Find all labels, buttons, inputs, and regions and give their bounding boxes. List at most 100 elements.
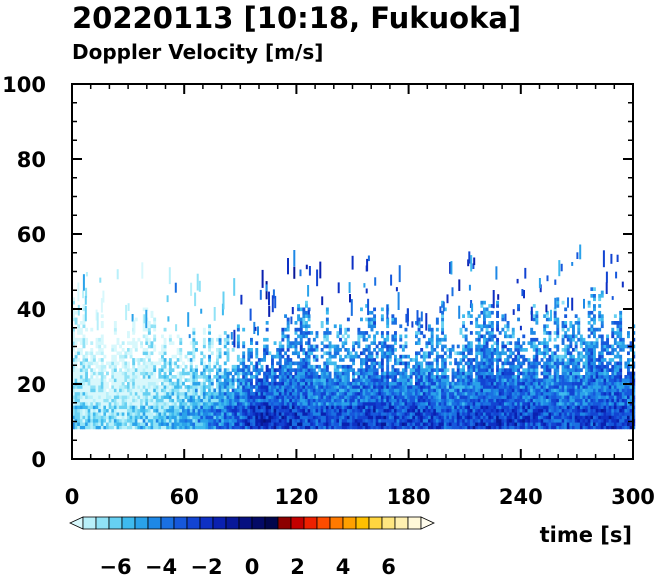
heatmap-cell [454,398,458,403]
heatmap-cell [375,388,379,393]
heatmap-cell [221,385,225,389]
heatmap-cell [85,337,89,342]
heatmap-cell [394,378,397,383]
heatmap-cell [200,425,204,430]
heatmap-cell [498,415,502,420]
heatmap-cell [137,408,141,413]
heatmap-cell [74,395,78,399]
heatmap-cell [85,341,89,345]
heatmap-cell [590,385,594,389]
heatmap-cell [375,418,379,423]
heatmap-cell [312,412,316,416]
heatmap-cell [195,348,198,352]
heatmap-cell [548,385,552,389]
heatmap-cell [451,408,455,413]
heatmap-cell [483,425,486,430]
heatmap-cell [161,391,164,396]
heatmap-cell [294,395,298,399]
heatmap-cell [218,408,222,413]
heatmap-cell [271,378,274,383]
heatmap-cell [273,422,277,426]
heatmap-cell [490,408,494,413]
heatmap-cell [155,402,159,406]
heatmap-cell [483,415,486,420]
heatmap-cell [548,405,552,410]
heatmap-cell [394,418,397,423]
heatmap-cell [545,358,549,362]
heatmap-cell [231,348,235,352]
heatmap-cell [263,398,267,403]
heatmap-cell [142,398,146,403]
heatmap-cell [553,405,557,410]
heatmap-cell [202,375,206,379]
heatmap-cell [456,412,460,416]
heatmap-cell [85,391,89,396]
heatmap-cell [496,378,500,383]
heatmap-cell [556,324,560,329]
heatmap-cell [72,408,75,413]
heatmap-cell [145,388,149,393]
heatmap-cell [496,310,500,315]
heatmap-cell [543,385,547,389]
heatmap-cell [587,408,591,413]
heatmap-cell [509,378,513,383]
heatmap-cell [603,368,607,372]
heatmap-cell [598,304,602,308]
heatmap-cell [161,422,164,426]
heatmap-cell [284,391,288,396]
heatmap-cell [127,381,130,386]
heatmap-cell [255,341,259,345]
heatmap-cell [341,418,345,423]
heatmap-cell [425,354,429,359]
heatmap-cell [247,395,251,399]
heatmap-cell [441,348,445,352]
heatmap-cell [441,331,445,335]
heatmap-cell [459,368,463,372]
heatmap-cell [401,368,405,372]
heatmap-cell [517,391,521,396]
heatmap-cell [530,331,534,335]
heatmap-cell [469,385,473,389]
heatmap-cell [579,402,583,406]
heatmap-cell [391,375,395,379]
heatmap-cell [564,405,568,410]
heatmap-cell [383,395,387,399]
heatmap-cell [391,317,395,322]
heatmap-cell [260,425,264,430]
heatmap-cell [124,371,128,376]
heatmap-cell [480,327,484,332]
heatmap-cell [509,371,513,376]
heatmap-cell [425,391,429,396]
heatmap-cell [564,351,568,356]
heatmap-cell [142,418,146,423]
heatmap-cell [195,341,198,345]
heatmap-cell [566,334,570,339]
heatmap-cell [103,391,107,396]
heatmap-cell [357,337,361,342]
heatmap-cell [155,391,159,396]
heatmap-cell [441,412,445,416]
heatmap-cell [252,398,256,403]
heatmap-cell [113,388,117,393]
heatmap-cell [187,412,191,416]
heatmap-cell [263,358,267,362]
heatmap-cell [281,371,285,376]
heatmap-cell [587,378,591,383]
heatmap-cell [498,358,502,362]
heatmap-cell [582,412,586,416]
heatmap-cell [137,422,141,426]
heatmap-cell [354,391,358,396]
heatmap-cell [556,344,560,349]
heatmap-cell [116,341,120,345]
heatmap-cell [564,361,568,366]
heatmap-cell [226,381,230,386]
heatmap-cell [464,425,468,430]
heatmap-cell [250,337,253,342]
heatmap-cell [242,422,246,426]
heatmap-cell [216,412,219,416]
heatmap-cell [339,418,342,423]
heatmap-cell [490,327,494,332]
heatmap-cell [297,418,301,423]
heatmap-cell [339,348,342,352]
heatmap-cell [218,388,222,393]
